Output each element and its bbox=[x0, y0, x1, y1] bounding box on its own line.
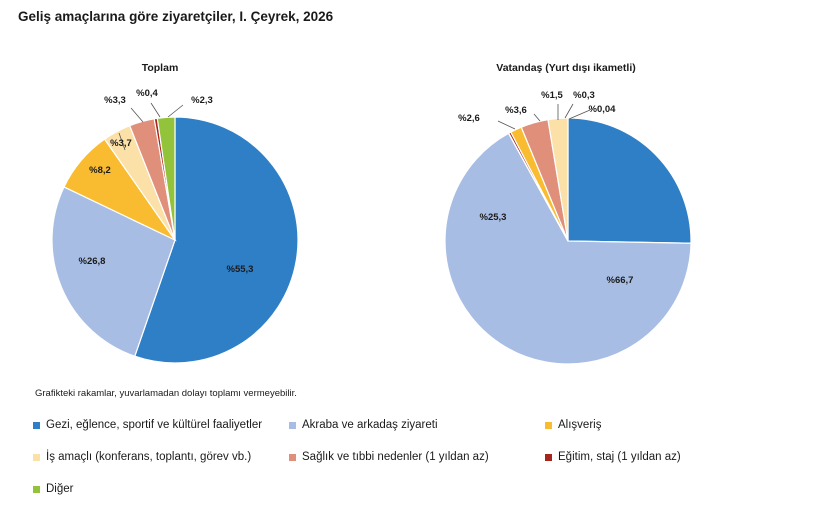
leader-line bbox=[118, 132, 126, 151]
data-label: %55,3 bbox=[227, 264, 254, 275]
data-label: %0,3 bbox=[573, 90, 595, 101]
pie-slice bbox=[156, 116, 176, 241]
data-label: %3,7 bbox=[110, 138, 132, 149]
pie-slice bbox=[567, 117, 692, 244]
leader-line bbox=[130, 107, 144, 123]
pie-slice bbox=[444, 132, 692, 365]
chart-title: Geliş amaçlarına göre ziyaretçiler, I. Ç… bbox=[18, 9, 334, 24]
pie-title: Toplam bbox=[142, 62, 179, 74]
leader-line bbox=[167, 104, 184, 118]
pie-chart-1: Toplam %55,3 %26,8 %8,2 %3,7 %3,3 %0,4 %2,3 bbox=[51, 62, 299, 364]
leader-line bbox=[497, 120, 516, 130]
data-label: %2,6 bbox=[458, 113, 480, 124]
leader-line bbox=[150, 102, 161, 118]
footnote: Grafikteki rakamlar, yuvarlamadan dolayı… bbox=[35, 388, 297, 399]
pie-chart-2: Vatandaş (Yurt dışı ikametli) %25,3 %66,7%… bbox=[444, 62, 692, 365]
leader-line bbox=[564, 103, 574, 119]
leader-line bbox=[568, 109, 591, 120]
data-label: %66,7 bbox=[607, 275, 634, 286]
data-label: %0,4 bbox=[136, 88, 158, 99]
data-label: %26,8 bbox=[79, 256, 106, 267]
data-label: %25,3 bbox=[480, 212, 507, 223]
data-label: %0,04 bbox=[589, 104, 617, 115]
data-label: %8,2 bbox=[89, 165, 111, 176]
data-label: %1,5 bbox=[541, 90, 563, 101]
data-label: %3,3 bbox=[104, 95, 126, 106]
leader-line bbox=[533, 113, 541, 122]
data-label: %3,6 bbox=[505, 105, 527, 116]
pie-title: Vatandaş (Yurt dışı ikametli) bbox=[496, 62, 635, 74]
pie-slice bbox=[51, 186, 176, 358]
data-label: %2,3 bbox=[191, 95, 213, 106]
